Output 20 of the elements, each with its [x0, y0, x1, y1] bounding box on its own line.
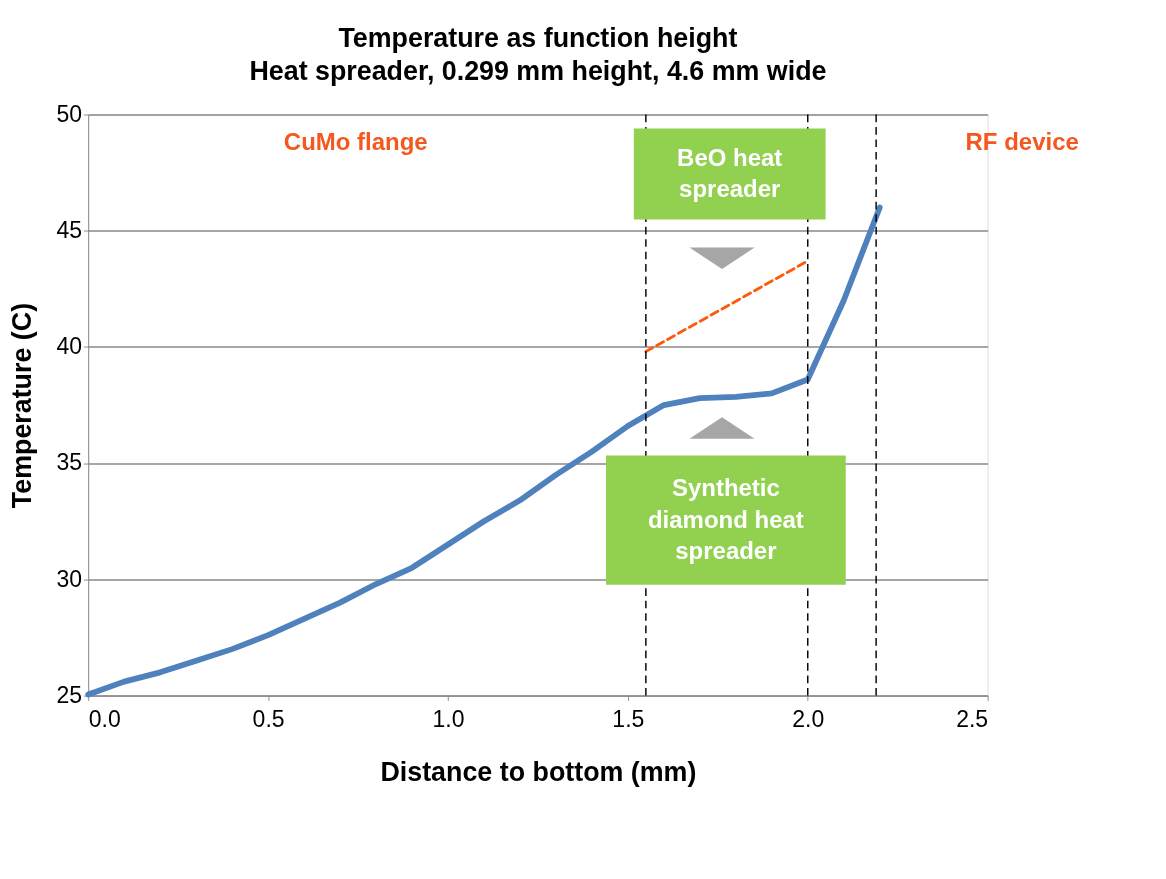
annotation: CuMo flange [283, 128, 428, 155]
x-tick-label: 1.5 [612, 705, 645, 732]
x-tick-label: 2.0 [792, 705, 825, 732]
y-tick-label: 45 [56, 216, 82, 243]
y-tick-label: 50 [56, 100, 82, 127]
chart-subtitle: Heat spreader, 0.299 mm height, 4.6 mm wide [249, 56, 827, 86]
x-axis-title: Distance to bottom (mm) [380, 757, 697, 788]
x-tick-label: 2.5 [956, 705, 989, 732]
y-tick-label: 30 [56, 565, 82, 592]
y-axis-title: Temperature (C) [7, 302, 38, 509]
y-tick-label: 35 [56, 449, 82, 476]
annotation: Synthetic diamond heat spreader [647, 474, 804, 565]
annotation: BeO heat spreader [677, 143, 783, 203]
y-tick-label: 25 [56, 681, 82, 708]
y-tick-label: 40 [56, 333, 82, 360]
x-tick-label: 0.0 [88, 705, 121, 732]
x-tick-label: 0.5 [252, 705, 285, 732]
x-tick-label: 1.0 [432, 705, 465, 732]
annotation: RF device [965, 128, 1079, 155]
chart-title: Temperature as function height [338, 23, 738, 54]
